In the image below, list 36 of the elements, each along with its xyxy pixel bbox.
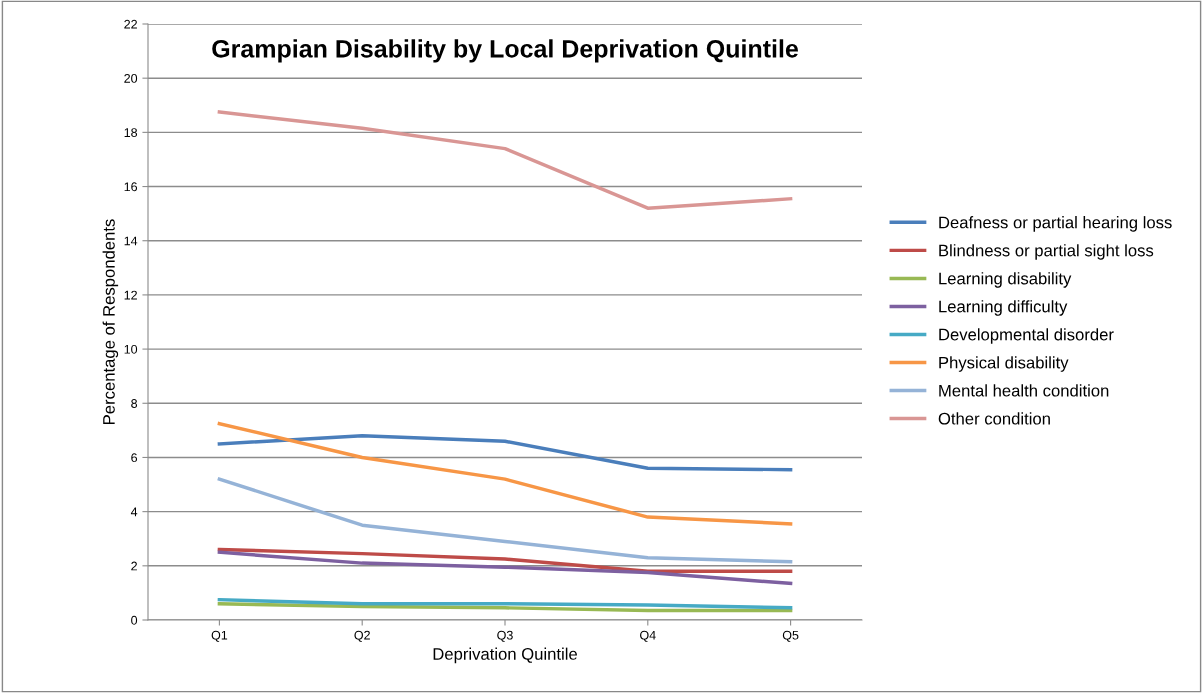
x-tick-label: Q1: [211, 630, 228, 642]
y-tick-label: 12: [124, 290, 137, 300]
line-series: [217, 597, 793, 610]
legend-label: Mental health condition: [939, 384, 1109, 397]
y-tick-label: 10: [124, 344, 138, 354]
line-series: [217, 434, 793, 472]
line-series: [217, 547, 793, 573]
line-series: [217, 550, 793, 586]
x-tick-label: Q4: [640, 630, 656, 642]
y-tick-label: 20: [124, 73, 138, 83]
line-series: [217, 421, 793, 526]
y-tick-label: 4: [130, 507, 138, 517]
y-axis-title: Percentage of Respondents: [102, 219, 119, 424]
y-tick-label: 8: [131, 399, 138, 408]
line-series: [217, 477, 793, 564]
y-tick-label: 22: [124, 19, 137, 29]
y-tick-label: 6: [131, 453, 138, 463]
legend-label: Other condition: [938, 412, 1050, 425]
legend-label: Blindness or partial sight loss: [939, 244, 1154, 260]
x-axis-title: Deprivation Quintile: [433, 647, 577, 664]
text: Grampian Disability by Local Deprivation Quintile: [212, 39, 798, 63]
y-tick-label: 18: [124, 128, 138, 138]
legend-label: Learning difficulty: [939, 300, 1068, 316]
y-tick-label: 2: [131, 561, 137, 571]
y-tick-label: 16: [124, 182, 138, 192]
line-series: [217, 110, 793, 210]
x-tick-label: Q3: [497, 630, 513, 642]
line-series: [217, 602, 793, 613]
x-tick-label: Q5: [782, 630, 799, 642]
legend-label: Learning disability: [939, 272, 1072, 288]
y-tick-label: 0: [131, 615, 138, 625]
legend-label: Deafness or partial hearing loss: [939, 216, 1172, 232]
x-tick-label: Q2: [354, 630, 370, 642]
legend-label: Physical disability: [939, 356, 1069, 372]
legend-label: Developmental disorder: [939, 328, 1114, 344]
y-tick-label: 14: [124, 236, 138, 246]
